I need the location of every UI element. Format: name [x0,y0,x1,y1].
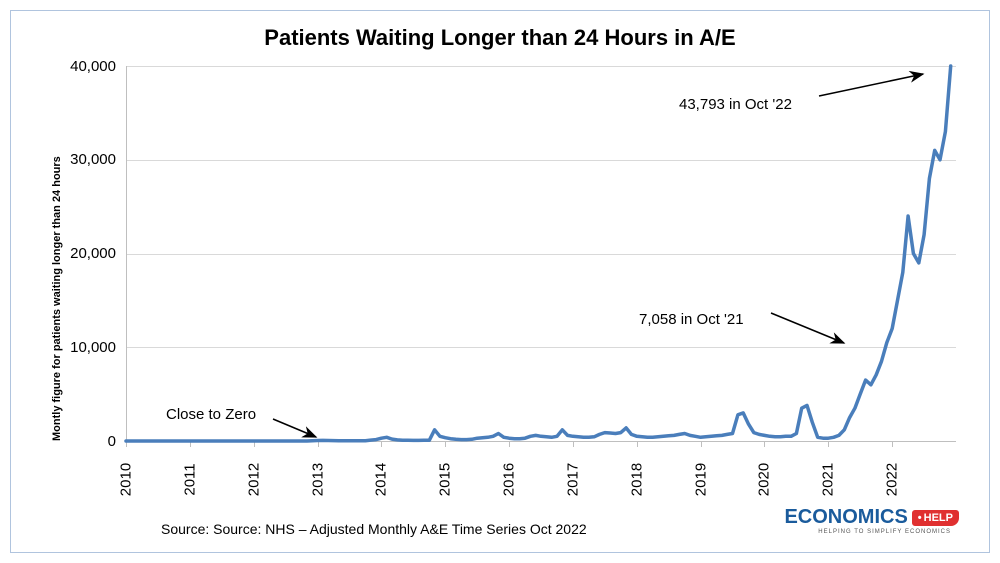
logo-tag: HELP [912,510,959,526]
annotation-text: 43,793 in Oct '22 [679,96,792,113]
annotation-arrows [11,11,991,554]
logo: ECONOMICS HELP [784,506,959,529]
logo-text: ECONOMICS [784,506,907,529]
annotation-text: Close to Zero [166,406,256,423]
chart-frame: Patients Waiting Longer than 24 Hours in… [10,10,990,553]
logo-subtitle: HELPING TO SIMPLIFY ECONOMICS [818,529,951,535]
annotation-text: 7,058 in Oct '21 [639,311,744,328]
source-text: Source: Source: NHS – Adjusted Monthly A… [161,521,587,537]
